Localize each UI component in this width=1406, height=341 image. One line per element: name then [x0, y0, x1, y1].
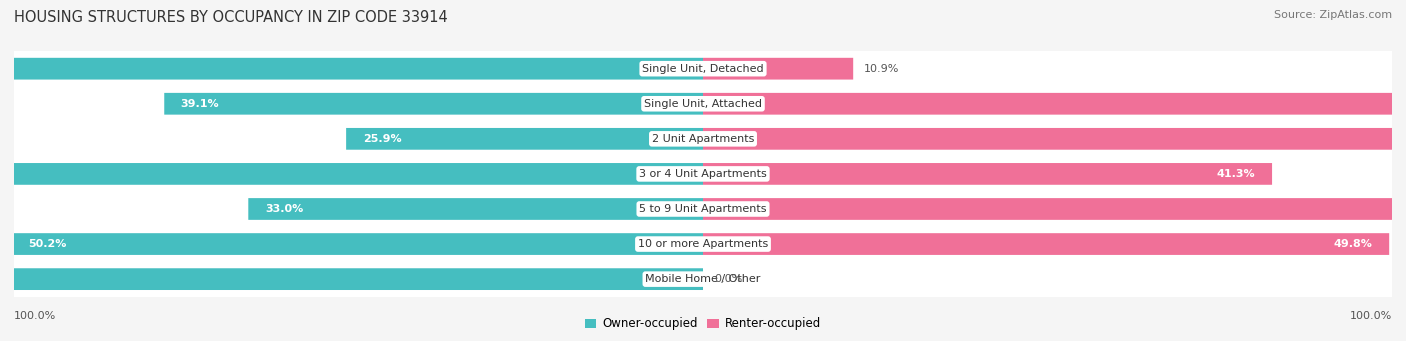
Text: 25.9%: 25.9%: [363, 134, 401, 144]
FancyBboxPatch shape: [703, 93, 1406, 115]
FancyBboxPatch shape: [13, 41, 1393, 97]
Text: 41.3%: 41.3%: [1218, 169, 1256, 179]
Text: Mobile Home / Other: Mobile Home / Other: [645, 274, 761, 284]
FancyBboxPatch shape: [0, 163, 703, 185]
Text: 100.0%: 100.0%: [14, 311, 56, 321]
FancyBboxPatch shape: [0, 58, 703, 79]
Text: 0.0%: 0.0%: [714, 274, 742, 284]
FancyBboxPatch shape: [13, 110, 1393, 167]
Text: HOUSING STRUCTURES BY OCCUPANCY IN ZIP CODE 33914: HOUSING STRUCTURES BY OCCUPANCY IN ZIP C…: [14, 10, 447, 25]
Text: 10 or more Apartments: 10 or more Apartments: [638, 239, 768, 249]
Legend: Owner-occupied, Renter-occupied: Owner-occupied, Renter-occupied: [579, 313, 827, 335]
FancyBboxPatch shape: [11, 233, 703, 255]
FancyBboxPatch shape: [703, 163, 1272, 185]
Text: 39.1%: 39.1%: [181, 99, 219, 109]
FancyBboxPatch shape: [165, 93, 703, 115]
Text: 33.0%: 33.0%: [264, 204, 304, 214]
FancyBboxPatch shape: [13, 216, 1393, 272]
Text: Source: ZipAtlas.com: Source: ZipAtlas.com: [1274, 10, 1392, 20]
FancyBboxPatch shape: [703, 233, 1389, 255]
Text: Single Unit, Detached: Single Unit, Detached: [643, 64, 763, 74]
FancyBboxPatch shape: [703, 198, 1406, 220]
FancyBboxPatch shape: [13, 75, 1393, 132]
Text: 2 Unit Apartments: 2 Unit Apartments: [652, 134, 754, 144]
FancyBboxPatch shape: [703, 58, 853, 79]
Text: 49.8%: 49.8%: [1334, 239, 1372, 249]
FancyBboxPatch shape: [249, 198, 703, 220]
FancyBboxPatch shape: [13, 146, 1393, 202]
Text: 100.0%: 100.0%: [1350, 311, 1392, 321]
FancyBboxPatch shape: [13, 251, 1393, 307]
Text: 10.9%: 10.9%: [865, 64, 900, 74]
Text: 3 or 4 Unit Apartments: 3 or 4 Unit Apartments: [640, 169, 766, 179]
FancyBboxPatch shape: [0, 268, 703, 290]
Text: 50.2%: 50.2%: [28, 239, 66, 249]
FancyBboxPatch shape: [346, 128, 703, 150]
FancyBboxPatch shape: [703, 128, 1406, 150]
Text: Single Unit, Attached: Single Unit, Attached: [644, 99, 762, 109]
FancyBboxPatch shape: [13, 181, 1393, 237]
Text: 5 to 9 Unit Apartments: 5 to 9 Unit Apartments: [640, 204, 766, 214]
